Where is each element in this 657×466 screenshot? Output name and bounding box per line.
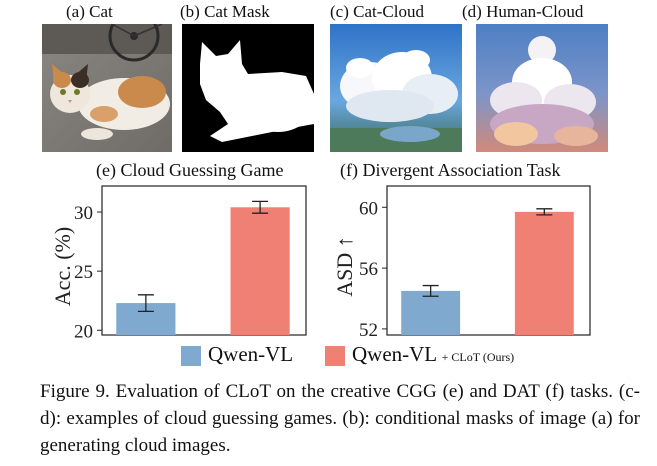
legend: Qwen-VL Qwen-VL + CLoT (Ours) <box>0 342 657 370</box>
ytick-label-cgg: 30 <box>74 203 93 224</box>
ytick-label-dat: 56 <box>359 259 378 280</box>
ytick-label-dat: 60 <box>359 198 378 219</box>
panel-label-cat-cloud: (c) Cat-Cloud <box>330 2 424 21</box>
ytick-label-cgg: 25 <box>74 262 93 283</box>
ylabel-cgg: Acc. (%) <box>50 227 75 306</box>
human-cloud-image <box>476 24 608 152</box>
figure-caption: Figure 9. Evaluation of CLoT on the crea… <box>40 381 640 456</box>
bar-dat-1 <box>514 211 574 335</box>
panel-label-cat: (a) Cat <box>66 2 113 21</box>
cat-photo <box>42 24 172 152</box>
panel-label-cat-mask: (b) Cat Mask <box>180 2 270 21</box>
legend-label-clot-suffix: + CLoT (Ours) <box>441 350 515 364</box>
chart-title-dat: (f) Divergent Association Task <box>340 160 561 180</box>
plot-frame-dat <box>386 185 591 336</box>
bar-dat-0 <box>401 290 461 335</box>
legend-swatch-qwen <box>181 346 201 366</box>
legend-swatch-clot <box>325 346 345 366</box>
bar-cgg-1 <box>230 207 290 335</box>
chart-title-cgg: (e) Cloud Guessing Game <box>96 160 284 180</box>
legend-item-clot: Qwen-VL + CLoT (Ours) <box>352 342 514 367</box>
plot-frame-cgg <box>101 185 307 336</box>
legend-label-qwen: Qwen-VL <box>208 342 294 366</box>
ylabel-dat: ASD ↑ <box>332 236 357 297</box>
legend-label-clot: Qwen-VL <box>352 342 437 366</box>
cat-cloud-image <box>330 24 462 152</box>
ytick-label-dat: 52 <box>359 320 378 341</box>
cat-mask-image <box>182 24 314 152</box>
ytick-label-cgg: 20 <box>74 321 93 342</box>
panel-label-human-cloud: (d) Human-Cloud <box>462 2 584 21</box>
